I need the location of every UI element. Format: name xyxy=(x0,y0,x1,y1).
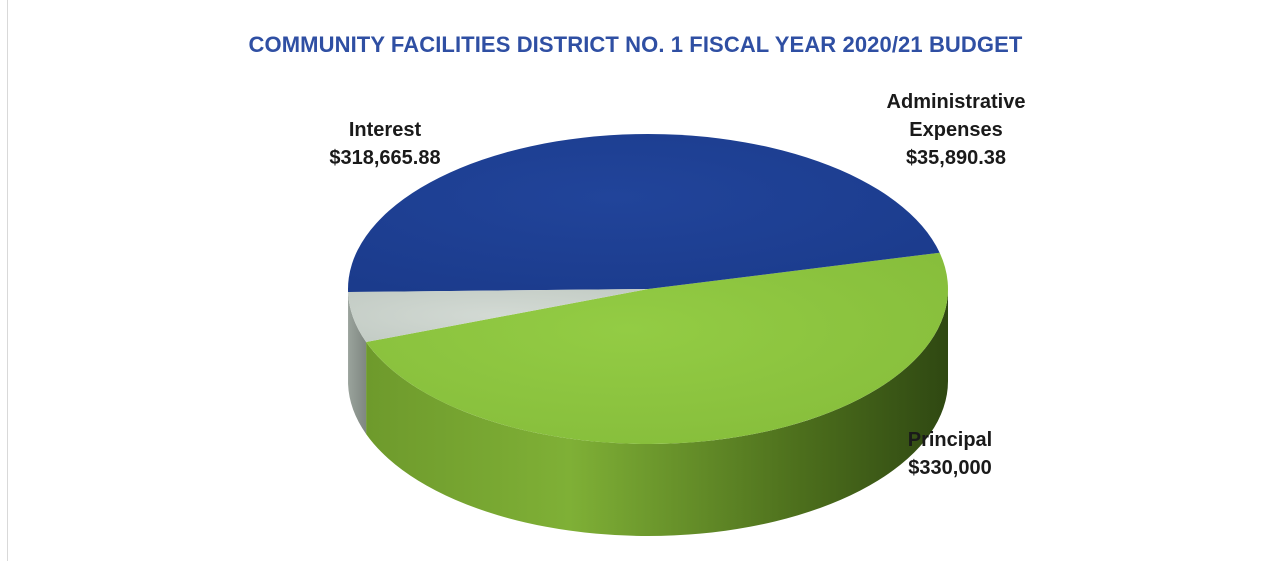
pie-side-principal xyxy=(366,289,948,536)
slice-label-interest-name: Interest xyxy=(348,119,422,141)
pie-sides xyxy=(348,289,948,536)
slice-label-principal-name: Principal xyxy=(907,429,993,451)
pie-slice-principal xyxy=(366,252,948,445)
slice-label-administrative-expenses-name-line-2: Expenses xyxy=(909,119,1003,141)
slice-label-administrative-expenses-value: $35,890.38 xyxy=(905,147,1007,169)
chart-frame xyxy=(7,0,1271,561)
pie-tops xyxy=(347,133,948,445)
slice-label-interest: Interest $318,665.88 xyxy=(300,116,470,172)
pie-side-administrative-expenses xyxy=(348,292,367,435)
pie-slice-interest xyxy=(347,133,940,293)
slice-label-principal: Principal $330,000 xyxy=(880,426,1020,482)
slice-label-interest-value: $318,665.88 xyxy=(329,147,441,169)
pie-slice-administrative-expenses xyxy=(348,289,648,343)
chart-title: COMMUNITY FACILITIES DISTRICT NO. 1 FISC… xyxy=(248,32,1023,57)
slice-label-administrative-expenses: Administrative Expenses $35,890.38 xyxy=(866,88,1046,172)
slice-label-principal-value: $330,000 xyxy=(908,457,992,479)
slice-label-administrative-expenses-name-line-1: Administrative xyxy=(886,91,1026,113)
